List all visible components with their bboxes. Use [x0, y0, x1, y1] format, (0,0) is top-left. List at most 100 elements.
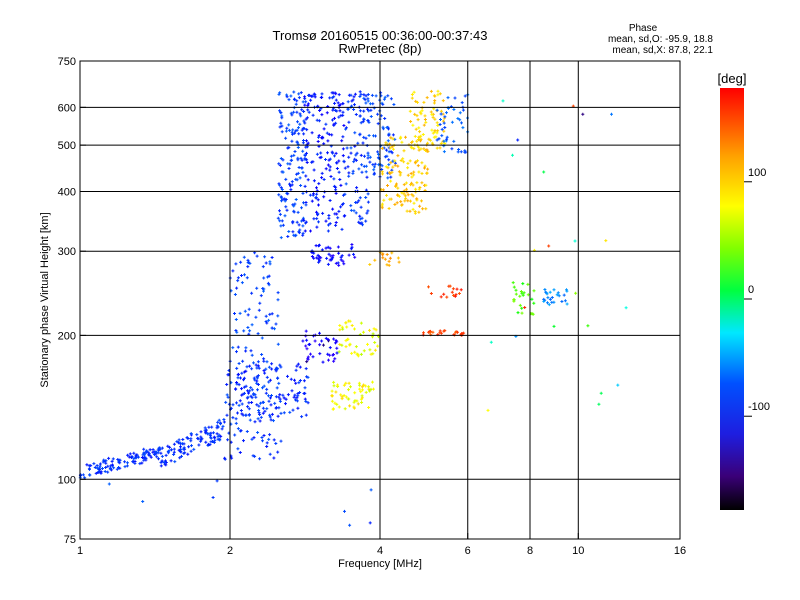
data-point	[266, 275, 270, 279]
data-point	[144, 456, 148, 460]
data-point	[433, 129, 437, 133]
data-point	[335, 161, 339, 165]
data-point	[295, 220, 299, 224]
data-point	[261, 386, 264, 390]
data-point	[410, 181, 413, 185]
data-point	[333, 401, 337, 405]
data-point	[265, 441, 269, 445]
data-point	[279, 157, 283, 160]
data-point	[463, 94, 467, 98]
data-point	[422, 331, 425, 335]
data-point	[299, 91, 303, 95]
data-point	[316, 212, 320, 216]
data-point	[302, 119, 306, 123]
data-point	[301, 191, 305, 195]
data-point	[211, 496, 215, 499]
data-point	[157, 457, 160, 461]
data-point	[366, 156, 370, 160]
data-point	[318, 343, 322, 347]
data-point	[262, 289, 265, 293]
data-point	[289, 154, 293, 158]
data-point	[544, 290, 548, 294]
data-point	[292, 209, 296, 213]
data-point	[132, 451, 136, 455]
data-point	[159, 451, 163, 455]
data-point	[328, 165, 332, 169]
data-point	[331, 151, 335, 155]
data-point	[358, 109, 362, 113]
data-point	[410, 93, 414, 96]
y-tick-label: 600	[58, 102, 76, 114]
data-point	[372, 327, 376, 331]
data-point	[290, 389, 294, 393]
data-point	[279, 365, 283, 369]
data-point	[349, 208, 353, 212]
data-point	[362, 383, 366, 387]
data-point	[341, 154, 345, 158]
data-point	[328, 246, 332, 250]
data-point	[181, 438, 185, 441]
data-point	[327, 214, 331, 217]
data-point	[234, 329, 238, 332]
data-point	[300, 166, 304, 170]
data-point	[234, 421, 238, 425]
data-point	[542, 299, 546, 303]
data-point	[318, 352, 322, 356]
data-point	[427, 285, 430, 289]
data-point	[336, 101, 340, 105]
data-point	[435, 108, 439, 112]
data-point	[406, 199, 410, 203]
data-point	[459, 150, 463, 154]
data-point	[531, 312, 535, 316]
data-point	[296, 406, 300, 410]
data-point	[320, 113, 324, 117]
data-point	[292, 90, 296, 94]
data-point	[420, 161, 424, 165]
data-point	[330, 399, 334, 403]
data-point	[321, 211, 325, 215]
data-point	[247, 407, 251, 411]
data-point	[230, 456, 234, 460]
data-point	[298, 365, 302, 369]
data-point	[151, 450, 155, 454]
data-point	[334, 221, 338, 224]
data-point	[353, 327, 356, 331]
data-point	[344, 182, 348, 186]
data-point	[338, 178, 342, 181]
data-point	[291, 408, 295, 412]
data-point	[387, 158, 391, 162]
data-point	[284, 397, 288, 401]
data-point	[328, 346, 332, 350]
data-point	[310, 131, 314, 135]
data-point	[339, 258, 343, 262]
data-point	[397, 260, 401, 264]
data-point	[293, 234, 297, 238]
data-point	[264, 314, 268, 318]
data-point	[309, 229, 312, 233]
data-point	[177, 448, 181, 452]
data-point	[419, 134, 423, 138]
data-point	[298, 112, 302, 116]
data-point	[248, 418, 252, 422]
data-point	[353, 255, 357, 259]
y-tick-label: 400	[58, 186, 76, 198]
data-point	[98, 468, 102, 471]
data-point	[189, 437, 193, 441]
data-point	[149, 455, 153, 459]
data-point	[189, 432, 193, 435]
data-point	[326, 139, 330, 143]
data-point	[246, 265, 250, 269]
data-point	[262, 276, 266, 280]
data-point	[282, 411, 286, 415]
data-point	[358, 221, 362, 225]
data-point	[380, 168, 384, 171]
data-point	[134, 453, 138, 457]
data-point	[333, 101, 336, 105]
data-point	[355, 352, 359, 356]
data-point	[247, 391, 250, 395]
data-point	[395, 201, 399, 205]
data-point	[269, 403, 273, 407]
data-point	[284, 136, 288, 140]
data-point	[308, 193, 312, 197]
data-point	[311, 355, 315, 359]
